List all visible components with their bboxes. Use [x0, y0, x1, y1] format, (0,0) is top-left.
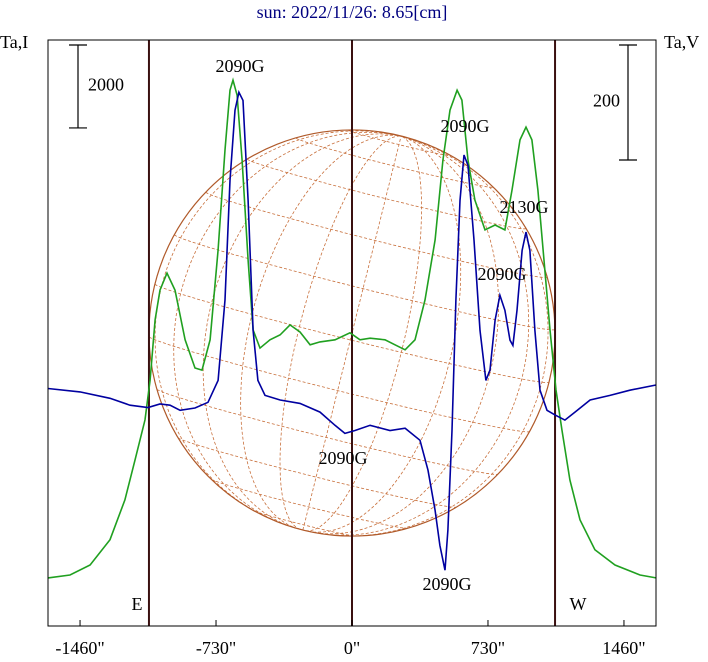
parallel: [348, 129, 451, 157]
parallel: [148, 336, 530, 433]
x-tick-label: -1460": [55, 638, 104, 658]
meridian: [333, 135, 549, 537]
annotation: 2090G: [478, 264, 527, 284]
x-tick-label: 730": [471, 638, 505, 658]
meridian: [240, 134, 402, 529]
x-tick-label: -730": [196, 638, 236, 658]
x-tick-label: 1460": [602, 638, 645, 658]
annotation: 2130G: [500, 197, 549, 217]
meridian: [173, 131, 402, 526]
line-series: [47, 77, 657, 579]
line-series: [47, 89, 657, 571]
meridian: [308, 135, 462, 533]
x-tick-label: 0": [344, 638, 360, 658]
scale-label: 2000: [88, 75, 124, 95]
parallel: [295, 137, 494, 188]
parallel: [205, 191, 548, 278]
parallel: [174, 234, 556, 331]
parallel: [211, 479, 408, 529]
meridian: [320, 135, 530, 536]
meridian: [154, 130, 402, 521]
annotation: 2090G: [423, 574, 472, 594]
meridian: [279, 135, 402, 530]
parallel: [154, 283, 550, 383]
annotation: E: [132, 594, 143, 614]
y-axis-label: Ta,I: [0, 32, 28, 52]
y2-axis-label: Ta,V: [664, 32, 699, 52]
meridian: [310, 135, 499, 535]
meridian: [305, 135, 423, 532]
meridian: [202, 133, 402, 529]
parallel: [156, 388, 498, 475]
annotation: W: [570, 594, 587, 614]
annotation: 2090G: [319, 448, 368, 468]
chart-title: sun: 2022/11/26: 8.65[cm]: [257, 2, 448, 22]
annotation: 2090G: [216, 56, 265, 76]
scale-label: 200: [593, 91, 620, 111]
annotation: 2090G: [441, 116, 490, 136]
parallel: [254, 510, 355, 537]
